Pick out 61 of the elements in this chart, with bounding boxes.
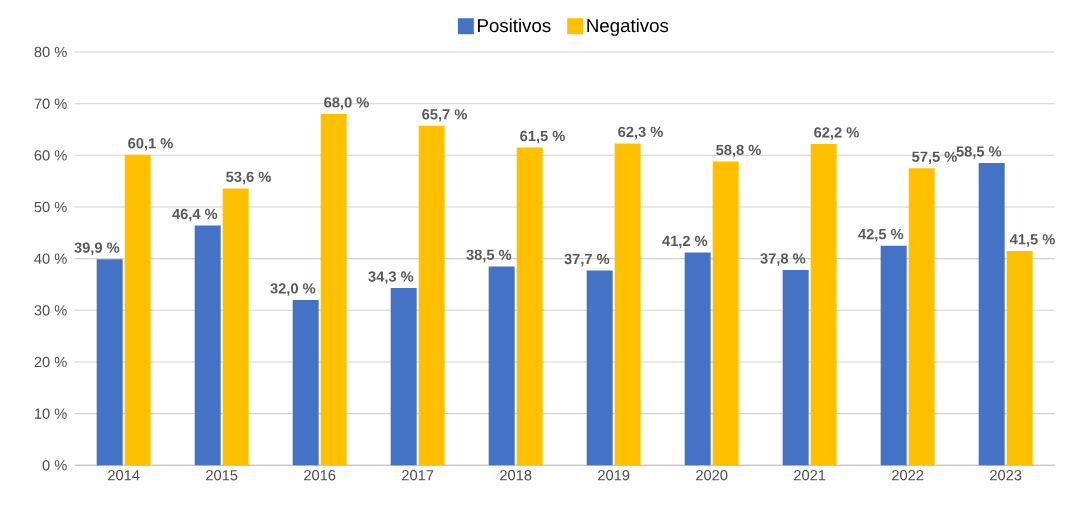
y-tick-label: 60 %: [34, 150, 67, 161]
bar: [488, 266, 515, 466]
y-tick-label: 70 %: [34, 98, 67, 109]
bar: [782, 270, 809, 466]
x-tick-label: 2020: [696, 470, 728, 481]
legend-label: Positivos: [478, 18, 551, 33]
x-tick-label: 2019: [598, 470, 630, 481]
y-tick-label: 0 %: [42, 460, 67, 471]
x-tick-label: 2015: [206, 470, 238, 481]
bar: [418, 125, 445, 466]
bar: [614, 143, 641, 466]
bar: [880, 245, 907, 466]
bar: [390, 288, 417, 466]
y-tick-label: 10 %: [34, 408, 67, 419]
bar: [978, 163, 1005, 466]
data-label: 62,2 %: [814, 127, 859, 140]
data-label: 65,7 %: [422, 109, 467, 122]
x-tick-label: 2022: [892, 470, 924, 481]
x-tick-label: 2021: [794, 470, 826, 481]
bar: [586, 270, 613, 466]
x-tick-label: 2016: [304, 470, 336, 481]
bar: [1006, 250, 1033, 466]
y-tick-label: 40 %: [34, 253, 67, 264]
x-tick-label: 2014: [108, 470, 140, 481]
bar: [320, 113, 347, 466]
data-label: 42,5 %: [858, 228, 904, 242]
y-tick-label: 20 %: [34, 356, 67, 368]
bar: [684, 252, 711, 466]
data-label: 61,5 %: [520, 130, 565, 144]
bar: [810, 143, 837, 466]
data-label: 60,1 %: [128, 138, 173, 151]
data-label: 62,3 %: [618, 126, 663, 140]
bar: [908, 168, 935, 466]
y-tick-label: 50 %: [34, 201, 67, 213]
x-tick-label: 2023: [990, 470, 1022, 481]
data-label: 38,5 %: [466, 249, 512, 263]
data-label: 46,4 %: [172, 208, 218, 222]
data-label: 41,2 %: [662, 235, 708, 249]
bar: [712, 161, 739, 466]
y-tick-label: 30 %: [34, 305, 67, 316]
data-label: 58,5 %: [956, 146, 1002, 159]
data-label: 57,5 %: [912, 151, 957, 164]
x-tick-label: 2018: [500, 470, 532, 481]
x-tick-label: 2017: [402, 470, 434, 481]
y-tick-label: 80 %: [34, 46, 67, 58]
data-label: 32,0 %: [270, 283, 316, 296]
data-label: 37,8 %: [760, 253, 806, 266]
data-label: 58,8 %: [716, 144, 761, 158]
data-label: 68,0 %: [324, 97, 369, 110]
data-label: 41,5 %: [1009, 234, 1055, 247]
bar: [96, 259, 123, 466]
data-label: 37,7 %: [564, 253, 610, 267]
bar: [222, 188, 249, 466]
bar: [292, 299, 319, 466]
bar: [194, 225, 221, 466]
bar: [124, 154, 151, 466]
data-label: 39,9 %: [74, 242, 120, 255]
data-label: 34,3 %: [368, 271, 414, 284]
bar: [516, 147, 543, 466]
legend-label: Negativos: [587, 18, 669, 36]
data-label: 53,6 %: [226, 171, 271, 185]
